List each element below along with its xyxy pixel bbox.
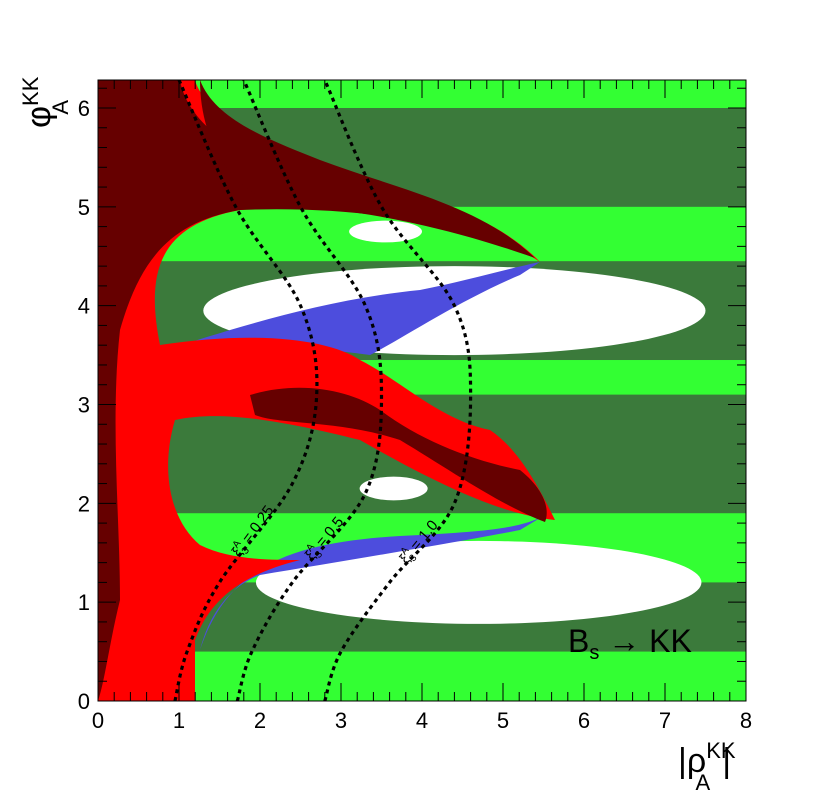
y-tick-label-1: 1 <box>78 590 90 615</box>
x-tick-label-7: 7 <box>659 708 671 733</box>
xi-contour-2 <box>323 80 473 701</box>
y-tick-label-6: 6 <box>78 96 90 121</box>
white-region-2 <box>359 476 428 501</box>
blue-band-upper <box>165 262 540 355</box>
y-tick-label-3: 3 <box>78 392 90 417</box>
y-tick-label-0: 0 <box>78 689 90 714</box>
x-tick-label-6: 6 <box>578 708 590 733</box>
xi-contour-0 <box>173 80 319 701</box>
x-tick-label-5: 5 <box>497 708 509 733</box>
x-tick-label-8: 8 <box>740 708 752 733</box>
dark-red-lobe-upper <box>200 80 535 258</box>
blue-band-lower <box>200 515 545 650</box>
xi-contours <box>173 80 473 701</box>
x-tick-label-0: 0 <box>92 708 104 733</box>
y-axis-title: φKKA <box>18 76 73 128</box>
x-tick-label-1: 1 <box>173 708 185 733</box>
allowed-white-regions <box>203 220 706 624</box>
x-tick-label-4: 4 <box>416 708 428 733</box>
dark-red-lobe-lower <box>250 387 547 522</box>
excluded-regions <box>98 80 555 701</box>
white-region-0 <box>255 540 702 624</box>
y-tick-label-5: 5 <box>78 195 90 220</box>
bright-bands <box>98 80 746 701</box>
x-axis-title: |ρKK A| <box>678 738 736 795</box>
xi-contour-1 <box>235 80 384 701</box>
x-tick-label-2: 2 <box>254 708 266 733</box>
y-tick-label-4: 4 <box>78 294 90 319</box>
white-region-3 <box>349 220 422 243</box>
x-axis: 0 1 2 3 4 5 6 7 8 <box>92 80 752 733</box>
y-axis: 0 1 2 3 4 5 6 <box>78 87 746 714</box>
plot-area <box>98 80 746 701</box>
x-tick-label-3: 3 <box>335 708 347 733</box>
decay-annotation: Bs → KK <box>568 623 692 664</box>
y-tick-label-2: 2 <box>78 491 90 516</box>
